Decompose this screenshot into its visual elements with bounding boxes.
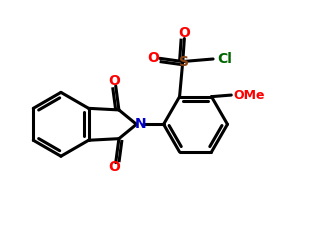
Text: S: S: [179, 55, 189, 69]
Text: Cl: Cl: [217, 52, 232, 66]
Text: O: O: [147, 51, 159, 65]
Text: N: N: [134, 117, 146, 131]
Text: O: O: [178, 26, 190, 40]
Text: O: O: [108, 74, 120, 88]
Text: OMe: OMe: [233, 89, 265, 102]
Text: O: O: [108, 160, 120, 174]
